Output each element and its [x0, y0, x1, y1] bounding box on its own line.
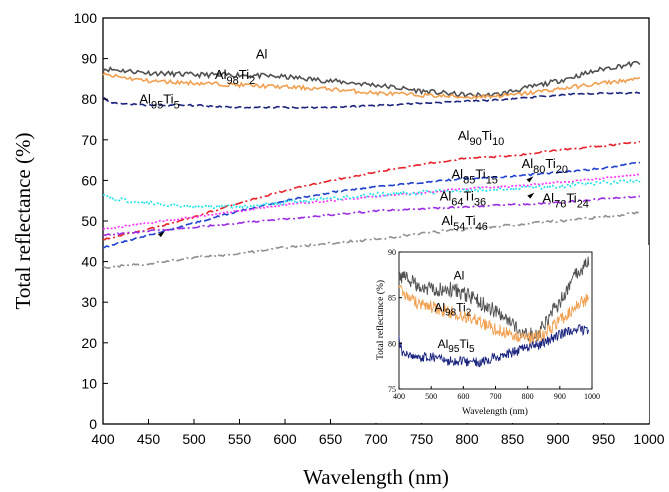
main-x-tick-label-12: 1000 [633, 431, 664, 447]
main-x-tick-label-6: 700 [364, 431, 388, 447]
inset-y-tick-label-1: 80 [388, 339, 396, 348]
label-arrow-2 [527, 192, 535, 199]
main-series-line-1 [102, 71, 641, 100]
inset-series-group [398, 256, 590, 368]
inset-x-tick-label-1: 500 [425, 392, 437, 401]
main-y-tick-label-3: 30 [81, 294, 97, 310]
main-x-tick-label-4: 600 [273, 431, 297, 447]
main-series-line-7 [102, 195, 641, 237]
inset-series-label-1: Al98Ti2 [434, 300, 471, 318]
main-series-label-8: Al54Ti46 [442, 213, 488, 233]
main-y-tick-label-7: 70 [81, 132, 97, 148]
inset-x-tick-label-5: 900 [554, 392, 566, 401]
main-series-label-6: Al76Ti24 [543, 191, 589, 211]
main-x-tick-label-5: 650 [319, 431, 343, 447]
main-y-tick-label-8: 80 [81, 91, 97, 107]
main-series-group [102, 60, 641, 270]
inset-series-label-0: Al [454, 268, 465, 282]
inset-x-tick-label-2: 600 [457, 392, 469, 401]
main-y-tick-label-4: 40 [81, 254, 97, 270]
y-axis-title: Total reflectance (%) [11, 133, 35, 310]
main-series-label-1: Al98Ti2 [215, 67, 255, 87]
main-series-label-0: Al [256, 47, 268, 62]
inset-series-line-1 [398, 284, 590, 345]
main-series-label-3: Al90Ti10 [458, 128, 504, 148]
main-series-label-7: Al64Ti36 [440, 189, 486, 209]
main-y-tick-label-10: 100 [74, 10, 98, 26]
main-x-tick-label-9: 850 [501, 431, 525, 447]
main-x-tick-label-7: 750 [410, 431, 434, 447]
main-series-line-0 [102, 60, 641, 99]
main-y-tick-label-5: 50 [81, 213, 97, 229]
main-y-tick-label-2: 20 [81, 335, 97, 351]
main-y-tick-label-0: 0 [89, 416, 97, 432]
inset-x-tick-label-0: 400 [393, 392, 405, 401]
main-series-line-8 [102, 211, 641, 270]
label-arrow-0 [157, 231, 165, 238]
inset-y-tick-label-0: 75 [388, 385, 396, 394]
inset-y-axis-title: Total reflectance (%) [375, 280, 386, 360]
inset-x-tick-label-6: 1000 [584, 392, 600, 401]
main-series-label-5: Al80Ti20 [522, 156, 568, 176]
main-x-tick-label-11: 950 [592, 431, 616, 447]
main-x-tick-label-10: 900 [546, 431, 570, 447]
x-axis-title: Wavelength (nm) [303, 465, 449, 489]
main-x-tick-label-8: 800 [455, 431, 479, 447]
main-label-arrows [157, 176, 535, 238]
main-series-label-4: Al85Ti15 [452, 166, 498, 186]
main-x-tick-label-2: 500 [182, 431, 206, 447]
inset-x-axis-title: Wavelength (nm) [462, 406, 528, 417]
inset-series-labels: Al Al98Ti2 Al95Ti5 [434, 268, 475, 355]
main-series-line-2 [102, 91, 641, 109]
inset-y-tick-label-3: 90 [388, 248, 396, 257]
inset-x-tick-label-3: 700 [490, 392, 502, 401]
main-x-tick-label-0: 400 [91, 431, 115, 447]
main-axis-ticks: 400 450 500 550 600 650 700 750 800 850 900 950 1000… [74, 10, 665, 447]
inset-x-tick-label-4: 800 [522, 392, 534, 401]
main-y-tick-label-6: 60 [81, 172, 97, 188]
label-arrow-1 [526, 176, 534, 183]
inset-series-line-0 [398, 256, 590, 342]
main-series-line-3 [102, 140, 641, 241]
inset-series-label-2: Al95Ti5 [438, 337, 475, 355]
main-series-label-2: Al95Ti5 [139, 91, 179, 111]
main-series-line-6 [103, 178, 641, 210]
inset-axis-ticks: 400 500 600 700 800 900 1000 75 80 85 90 [388, 248, 600, 401]
inset-y-tick-label-2: 85 [388, 294, 396, 303]
main-y-tick-label-1: 10 [81, 375, 97, 391]
main-x-tick-label-3: 550 [228, 431, 252, 447]
main-y-tick-label-9: 90 [81, 51, 97, 67]
main-series-line-5 [102, 173, 640, 230]
main-series-line-4 [102, 161, 641, 249]
inset-series-line-2 [398, 323, 590, 368]
main-x-tick-label-1: 450 [137, 431, 161, 447]
